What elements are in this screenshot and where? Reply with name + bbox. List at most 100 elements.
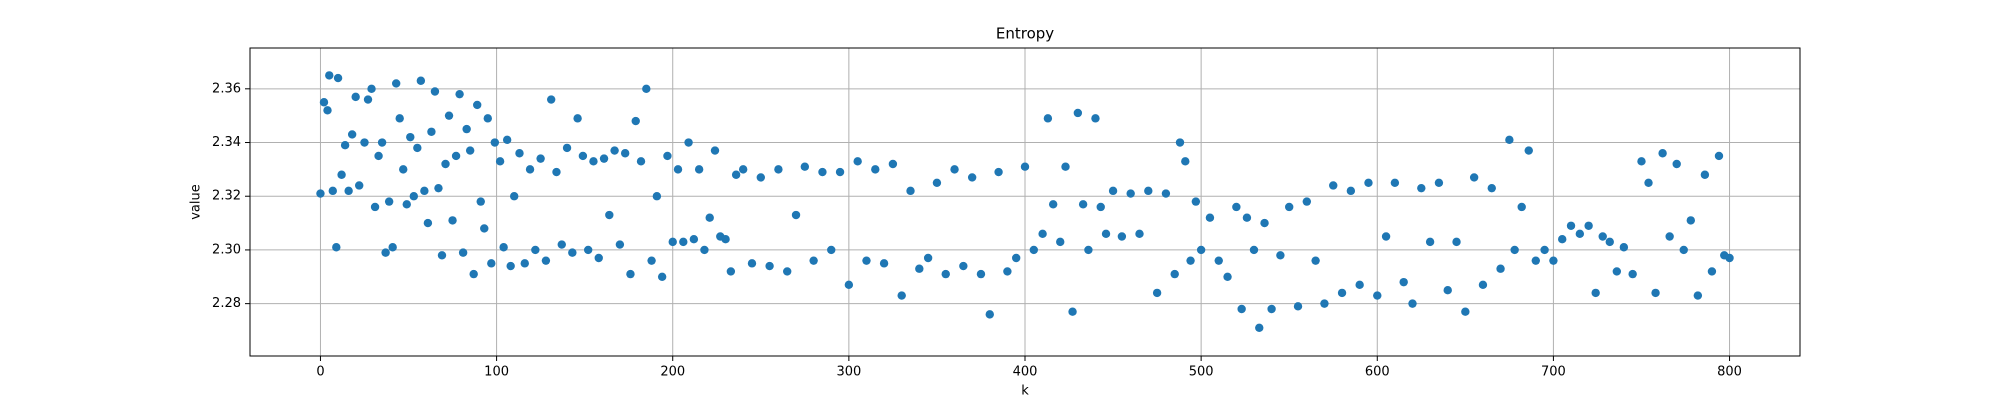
point xyxy=(1478,280,1488,290)
point xyxy=(1714,151,1724,161)
point xyxy=(1237,304,1246,314)
point xyxy=(1101,229,1111,239)
point xyxy=(1196,245,1206,255)
point xyxy=(384,197,394,206)
point xyxy=(1337,288,1347,298)
point xyxy=(1619,243,1629,252)
point xyxy=(967,173,977,182)
point xyxy=(1073,108,1083,118)
point xyxy=(1175,138,1185,147)
point xyxy=(1584,221,1593,230)
point xyxy=(458,248,468,257)
point xyxy=(610,146,619,155)
point xyxy=(1108,186,1118,196)
point xyxy=(1434,178,1444,188)
point xyxy=(367,84,376,94)
point xyxy=(409,192,419,201)
point xyxy=(430,87,440,96)
point xyxy=(1084,245,1093,255)
point xyxy=(333,73,343,83)
point xyxy=(774,165,783,174)
point xyxy=(578,151,588,161)
point xyxy=(1003,267,1012,276)
point xyxy=(531,245,540,255)
x-tick-label: 500 xyxy=(1189,365,1214,380)
point xyxy=(1665,232,1674,241)
point xyxy=(594,253,603,263)
point xyxy=(370,202,380,212)
point xyxy=(427,127,436,136)
point xyxy=(673,165,683,174)
point xyxy=(1461,307,1470,316)
point xyxy=(626,269,635,279)
point xyxy=(1135,229,1144,239)
point xyxy=(377,138,387,147)
point xyxy=(344,186,353,196)
point xyxy=(1452,237,1461,247)
point xyxy=(1285,202,1294,212)
point xyxy=(726,267,736,276)
point xyxy=(568,248,577,257)
point xyxy=(684,138,693,147)
point xyxy=(455,89,464,99)
point xyxy=(499,243,508,252)
x-tick-label: 300 xyxy=(836,365,861,380)
point xyxy=(1381,232,1391,241)
point xyxy=(1320,299,1329,308)
point xyxy=(915,264,924,273)
point xyxy=(1117,232,1127,241)
point xyxy=(1161,189,1171,198)
point xyxy=(1505,135,1514,145)
point xyxy=(589,157,598,166)
point xyxy=(994,167,1003,177)
point xyxy=(694,165,704,174)
point xyxy=(1260,218,1269,228)
point xyxy=(700,245,709,255)
point xyxy=(423,218,433,228)
point xyxy=(738,165,748,174)
point xyxy=(835,167,845,177)
point xyxy=(483,114,492,123)
point xyxy=(1672,159,1681,169)
point xyxy=(351,92,360,102)
point xyxy=(1700,170,1710,179)
point xyxy=(480,224,489,233)
point xyxy=(941,269,950,279)
point xyxy=(1170,269,1179,279)
point xyxy=(1373,291,1382,300)
point xyxy=(510,192,519,201)
point xyxy=(1707,267,1717,276)
point xyxy=(985,310,994,319)
x-tick-label: 800 xyxy=(1717,365,1742,380)
point xyxy=(923,253,933,263)
y-tick-label: 2.32 xyxy=(212,189,241,204)
point xyxy=(381,248,390,257)
point xyxy=(1628,269,1637,279)
point xyxy=(853,157,862,166)
point xyxy=(1038,229,1047,239)
point xyxy=(1651,288,1660,298)
point xyxy=(487,259,496,268)
point xyxy=(583,245,593,255)
point xyxy=(363,95,373,104)
chart-title: Entropy xyxy=(996,25,1054,43)
point xyxy=(1091,114,1100,123)
point xyxy=(1311,256,1320,265)
point xyxy=(1524,146,1533,155)
point xyxy=(1531,256,1540,265)
point xyxy=(1096,202,1105,212)
point xyxy=(1043,114,1053,123)
point xyxy=(906,186,915,196)
point xyxy=(465,146,475,155)
point xyxy=(1408,299,1417,308)
point xyxy=(1417,183,1426,193)
point xyxy=(897,291,906,300)
x-tick-label: 700 xyxy=(1541,365,1566,380)
point xyxy=(323,106,332,115)
point xyxy=(1549,256,1558,265)
point xyxy=(1255,323,1264,333)
point xyxy=(462,124,471,134)
y-axis-label: value xyxy=(189,184,204,220)
point xyxy=(1390,178,1400,188)
point xyxy=(448,216,457,225)
